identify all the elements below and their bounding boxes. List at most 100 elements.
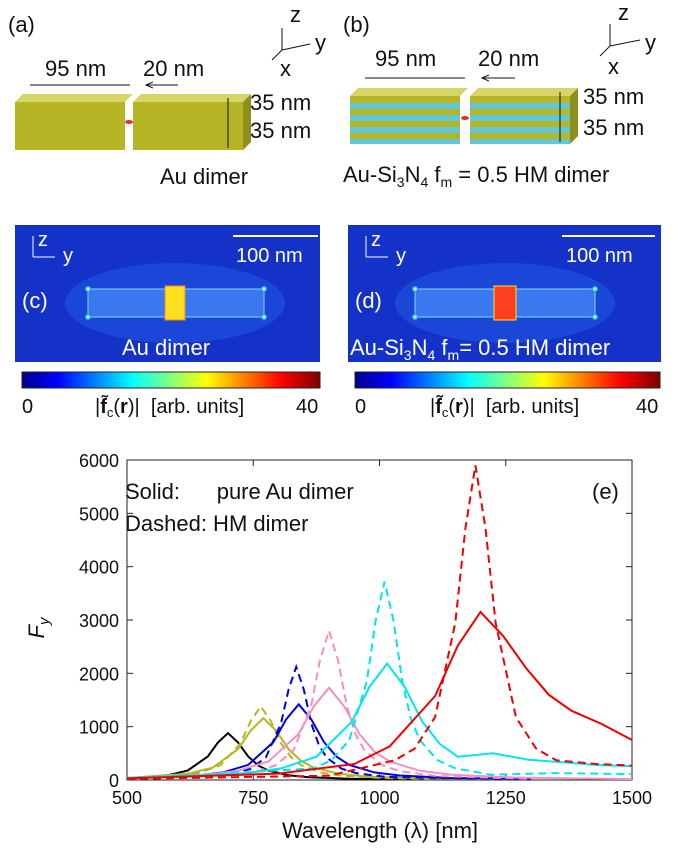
line <box>127 667 531 780</box>
gap-marker <box>125 120 133 124</box>
dim-label: 35 nm <box>583 84 644 109</box>
block-top <box>133 94 251 102</box>
caption-part: f <box>435 335 448 360</box>
note: Solid: pure Au dimer <box>125 479 354 504</box>
axis-label: z <box>38 229 48 251</box>
caption: Au dimer <box>160 164 248 189</box>
dim-label: 35 nm <box>583 115 644 140</box>
colorbar-tick: 40 <box>296 396 318 418</box>
axis-label: x <box>608 54 619 79</box>
panel-e: Solid: pure Au dimer Dashed: HM dimer (e… <box>24 451 652 843</box>
block <box>15 102 125 150</box>
panel-a: (a) 95 nm 20 nm 35 nm 35 nm Au dimer z y… <box>8 2 326 189</box>
caption-part: N <box>412 335 428 360</box>
y-tick-label: 4000 <box>79 558 119 578</box>
caption: Au-Si3N4 fm= 0.5 HM dimer <box>350 335 610 363</box>
line <box>127 631 531 779</box>
panel-label: (d) <box>355 288 382 313</box>
caption-sub: 3 <box>404 347 412 363</box>
line <box>127 582 632 779</box>
x-tick-label: 1500 <box>612 788 652 808</box>
cb-part: )| <box>128 396 140 418</box>
line <box>127 733 430 779</box>
gap-field <box>165 286 185 320</box>
hotspot <box>84 285 92 293</box>
caption: Au dimer <box>122 335 210 360</box>
x-tick-label: 500 <box>112 788 142 808</box>
cb-part: r <box>120 396 128 418</box>
axis-label: y <box>645 30 656 55</box>
panel-label: (a) <box>8 12 35 37</box>
caption-part: Au-Si <box>350 335 404 360</box>
panel-d: 100 nm z y (d) Au-Si3N4 fm= 0.5 HM dimer… <box>348 225 661 420</box>
scale-label: 100 nm <box>236 245 303 267</box>
plot-frame <box>127 460 632 780</box>
line <box>127 688 632 779</box>
caption-part: = 0.5 HM dimer <box>459 335 610 360</box>
block-top <box>470 88 578 96</box>
panel-label: (e) <box>592 479 619 504</box>
caption-part: Au-Si <box>343 162 397 187</box>
scale-label: 100 nm <box>566 245 633 267</box>
axis-label: z <box>618 0 629 25</box>
gap-field <box>494 286 516 320</box>
layers <box>350 88 578 144</box>
x-tick-label: 750 <box>238 788 268 808</box>
colorbar-tick: 0 <box>355 396 366 418</box>
figure: (a) 95 nm 20 nm 35 nm 35 nm Au dimer z y… <box>0 0 684 849</box>
caption-part: f <box>428 162 441 187</box>
cb-part: )| <box>463 396 475 418</box>
colorbar-tick: 40 <box>636 396 658 418</box>
cb-part: r <box>455 396 463 418</box>
y-label-sub: y <box>36 616 53 626</box>
y-tick-label: 5000 <box>79 504 119 524</box>
colorbar-tick: 0 <box>22 396 33 418</box>
dim-label: 35 nm <box>250 118 311 143</box>
x-tick-label: 1000 <box>359 788 399 808</box>
cb-part: [arb. units] <box>475 396 580 418</box>
block-top <box>350 88 468 96</box>
caption-sub: 3 <box>397 174 405 190</box>
dim-label: 95 nm <box>375 46 436 71</box>
block-top <box>15 94 133 102</box>
panel-c: 100 nm z y (c) Au dimer 0 40 |f̃c(r)| [a… <box>15 225 320 420</box>
dim-label: 20 nm <box>143 56 204 81</box>
gap-marker <box>461 116 469 120</box>
panel-label: (c) <box>22 288 48 313</box>
caption-sub: 4 <box>420 174 428 190</box>
axis-label: z <box>371 229 381 251</box>
dim-label: 20 nm <box>478 46 539 71</box>
hotspot <box>411 285 419 293</box>
axis-label: y <box>63 245 73 267</box>
y-tick-label: 1000 <box>79 718 119 738</box>
caption-sub: 4 <box>427 347 435 363</box>
caption-part: = 0.5 HM dimer <box>452 162 609 187</box>
axis-label: x <box>280 56 291 81</box>
caption-part: N <box>405 162 421 187</box>
colorbar-label: |f̃c(r)| [arb. units] <box>95 394 244 420</box>
axis-label: z <box>290 2 301 27</box>
y-tick-label: 2000 <box>79 664 119 684</box>
line <box>127 612 632 778</box>
axis-arrow <box>610 40 640 46</box>
dim-label: 35 nm <box>250 90 311 115</box>
x-tick-label: 1250 <box>486 788 526 808</box>
y-tick-label: 6000 <box>79 451 119 471</box>
page: (a) 95 nm 20 nm 35 nm 35 nm Au dimer z y… <box>0 0 684 849</box>
caption-sub: m <box>448 347 460 363</box>
dim-label: 95 nm <box>45 56 106 81</box>
block <box>133 102 243 150</box>
note: Dashed: HM dimer <box>125 511 308 536</box>
panel-label: (b) <box>343 12 370 37</box>
colorbar <box>355 372 660 388</box>
colorbar-label: |f̃c(r)| [arb. units] <box>430 394 579 420</box>
colorbar <box>22 372 320 388</box>
panel-b: (b) 95 nm 20 nm 35 nm 35 nm Au-Si3N4 fm … <box>343 0 656 190</box>
caption: Au-Si3N4 fm = 0.5 HM dimer <box>343 162 609 190</box>
axis-label: y <box>315 30 326 55</box>
x-axis-label: Wavelength (λ) [nm] <box>282 818 478 843</box>
cb-part: [arb. units] <box>140 396 245 418</box>
axis-arrow <box>282 44 310 50</box>
y-tick-label: 3000 <box>79 611 119 631</box>
axis-label: y <box>396 245 406 267</box>
